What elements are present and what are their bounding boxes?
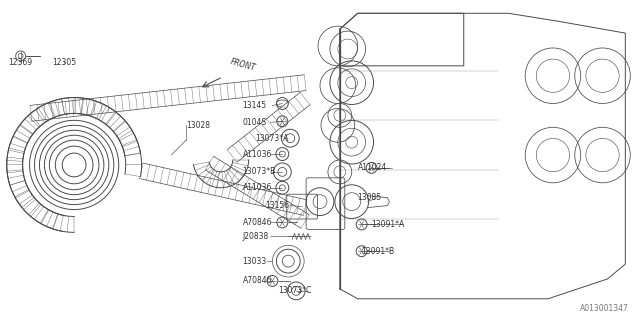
Text: 12305: 12305: [52, 58, 76, 67]
Text: 13073*B: 13073*B: [243, 167, 276, 176]
Text: 0104S: 0104S: [243, 118, 267, 127]
Text: A013001347: A013001347: [580, 304, 629, 313]
Text: 13091*B: 13091*B: [362, 247, 395, 256]
Text: 13145: 13145: [243, 101, 267, 110]
Text: A11036: A11036: [243, 149, 272, 158]
Text: 13073*C: 13073*C: [278, 286, 312, 295]
Text: 13033: 13033: [243, 257, 267, 266]
Text: 13028: 13028: [186, 121, 210, 130]
Text: A70846: A70846: [243, 276, 272, 285]
Text: 13085: 13085: [358, 193, 382, 202]
Text: A11036: A11036: [243, 183, 272, 192]
Text: 13156: 13156: [266, 201, 290, 210]
Text: A70846: A70846: [243, 218, 272, 227]
Text: 12369: 12369: [8, 58, 33, 67]
Text: A11024: A11024: [358, 164, 387, 172]
Text: 13073*A: 13073*A: [255, 134, 289, 143]
Text: 13091*A: 13091*A: [372, 220, 404, 229]
Text: FRONT: FRONT: [228, 57, 256, 73]
Text: J20838: J20838: [243, 232, 269, 241]
